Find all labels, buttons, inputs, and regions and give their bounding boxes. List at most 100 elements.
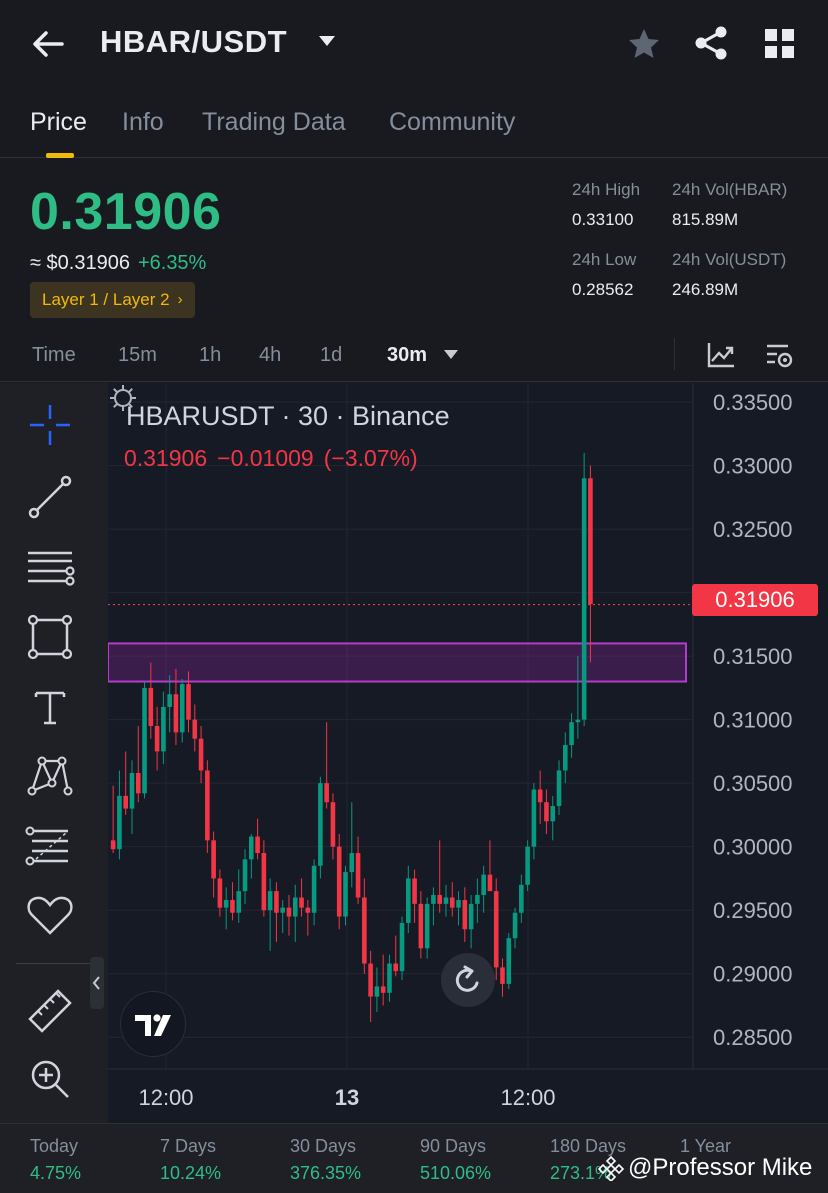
interval-30m-selected[interactable]: 30m bbox=[387, 344, 428, 366]
candle-body bbox=[167, 694, 172, 707]
crosshair-icon[interactable] bbox=[22, 397, 78, 453]
tab-info[interactable]: Info bbox=[122, 108, 164, 136]
candle-body bbox=[173, 694, 179, 733]
candle-body bbox=[468, 903, 474, 930]
binance-logo-icon bbox=[598, 1155, 624, 1181]
candle-body bbox=[399, 922, 405, 972]
tradingview-logo bbox=[120, 991, 186, 1057]
ohlc-close: 0.31906 bbox=[124, 445, 208, 471]
interval-1h[interactable]: 1h bbox=[199, 344, 222, 366]
interval-1d[interactable]: 1d bbox=[320, 344, 343, 366]
stat-label: 24h Vol(HBAR) bbox=[672, 180, 788, 199]
chevron-right-icon: › bbox=[177, 291, 183, 308]
tab-trading-data[interactable]: Trading Data bbox=[202, 108, 346, 136]
candle-body bbox=[512, 912, 518, 939]
interval-dropdown-icon[interactable] bbox=[444, 349, 458, 361]
y-tick-label: 0.32500 bbox=[713, 517, 793, 542]
perf-180d: 180 Days 273.1% bbox=[550, 1136, 626, 1184]
chevron-down-icon[interactable] bbox=[316, 30, 338, 52]
stat-label: 24h Low bbox=[572, 250, 637, 269]
tradingview-logo-icon bbox=[135, 1014, 171, 1036]
grid-menu-icon[interactable] bbox=[762, 26, 798, 62]
tab-bar: Price Info Trading Data Community bbox=[0, 96, 828, 158]
refresh-icon bbox=[455, 965, 479, 992]
favorite-heart-icon[interactable] bbox=[22, 887, 78, 943]
ohlc-change-pct: (−3.07%) bbox=[323, 445, 418, 471]
stat-24h-low: 24h Low 0.28562 bbox=[572, 250, 636, 300]
perf-label: 90 Days bbox=[420, 1136, 487, 1156]
perf-today: Today 4.75% bbox=[30, 1136, 81, 1184]
indicators-icon[interactable] bbox=[706, 341, 736, 369]
candle-body bbox=[481, 874, 486, 895]
candle-body bbox=[380, 986, 386, 993]
perf-1y: 1 Year bbox=[680, 1136, 731, 1163]
perf-label: Today bbox=[30, 1136, 79, 1156]
stat-label: 24h Vol(USDT) bbox=[672, 250, 787, 269]
candle-body bbox=[362, 897, 367, 964]
price-chart[interactable]: 0.335000.330000.325000.320000.315000.310… bbox=[108, 383, 828, 1123]
pair-title[interactable]: HBAR/USDT bbox=[100, 24, 288, 59]
candle-body bbox=[217, 878, 223, 908]
rectangle-icon[interactable] bbox=[22, 609, 78, 665]
collapse-toolbar-button[interactable] bbox=[90, 957, 104, 1009]
candle-body bbox=[123, 795, 128, 809]
stat-label: 24h High bbox=[572, 180, 641, 199]
y-tick-label: 0.33000 bbox=[713, 454, 793, 479]
candle-body bbox=[544, 802, 549, 822]
candle-body bbox=[148, 687, 154, 726]
candle-body bbox=[449, 897, 455, 908]
ohlc-legend: 0.31906 −0.01009 (−3.07%) bbox=[124, 445, 428, 472]
perf-value: 510.06% bbox=[420, 1163, 492, 1183]
chart-settings-icon[interactable] bbox=[764, 341, 794, 369]
candle-body bbox=[318, 783, 323, 866]
star-icon[interactable] bbox=[626, 26, 662, 62]
text-tool-icon[interactable] bbox=[22, 679, 78, 735]
y-tick-label: 0.28500 bbox=[713, 1025, 793, 1050]
candlestick-chart: 0.335000.330000.325000.320000.315000.310… bbox=[108, 383, 828, 1123]
tab-community[interactable]: Community bbox=[389, 108, 516, 136]
trend-line-icon[interactable] bbox=[22, 469, 78, 525]
candle-body bbox=[525, 846, 530, 885]
category-tag[interactable]: Layer 1 / Layer 2 › bbox=[30, 282, 195, 318]
y-tick-label: 0.30500 bbox=[713, 771, 793, 796]
perf-value: 376.35% bbox=[290, 1163, 362, 1183]
candle-body bbox=[506, 938, 512, 984]
interval-time[interactable]: Time bbox=[32, 344, 76, 366]
price-axis-bg bbox=[693, 383, 828, 1123]
interval-4h[interactable]: 4h bbox=[259, 344, 282, 366]
candle-body bbox=[343, 872, 348, 917]
tab-price[interactable]: Price bbox=[30, 108, 87, 136]
perf-7d: 7 Days 10.24% bbox=[160, 1136, 221, 1184]
zoom-in-icon[interactable] bbox=[22, 1051, 78, 1107]
candle-body bbox=[349, 853, 355, 873]
candle-body bbox=[249, 836, 254, 860]
horizontal-lines-icon[interactable] bbox=[22, 541, 78, 597]
candle-body bbox=[205, 770, 210, 841]
fib-retracement-icon[interactable] bbox=[22, 819, 78, 875]
reset-chart-button[interactable] bbox=[441, 953, 495, 1007]
stat-value: 0.28562 bbox=[572, 280, 634, 299]
interval-15m[interactable]: 15m bbox=[118, 344, 157, 366]
candle-body bbox=[135, 773, 141, 794]
candle-body bbox=[242, 859, 248, 892]
candle-body bbox=[223, 900, 229, 908]
candle-body bbox=[500, 967, 505, 984]
candle-body bbox=[374, 986, 380, 997]
active-tab-indicator bbox=[46, 153, 74, 158]
candle-body bbox=[324, 783, 329, 803]
back-arrow-icon[interactable] bbox=[28, 24, 68, 64]
candle-body bbox=[569, 722, 574, 746]
ruler-icon[interactable] bbox=[22, 983, 78, 1039]
candle-body bbox=[211, 840, 216, 879]
stat-value: 815.89M bbox=[672, 210, 739, 229]
pattern-icon[interactable] bbox=[22, 747, 78, 803]
candle-body bbox=[588, 478, 593, 605]
candle-body bbox=[487, 874, 493, 892]
candle-body bbox=[274, 891, 279, 913]
gear-icon[interactable] bbox=[108, 383, 138, 413]
y-tick-label: 0.31500 bbox=[713, 644, 793, 669]
share-icon[interactable] bbox=[692, 24, 730, 62]
candle-body bbox=[236, 891, 242, 913]
usd-value: ≈ $0.31906 bbox=[30, 252, 130, 274]
perf-value: 10.24% bbox=[160, 1163, 222, 1183]
